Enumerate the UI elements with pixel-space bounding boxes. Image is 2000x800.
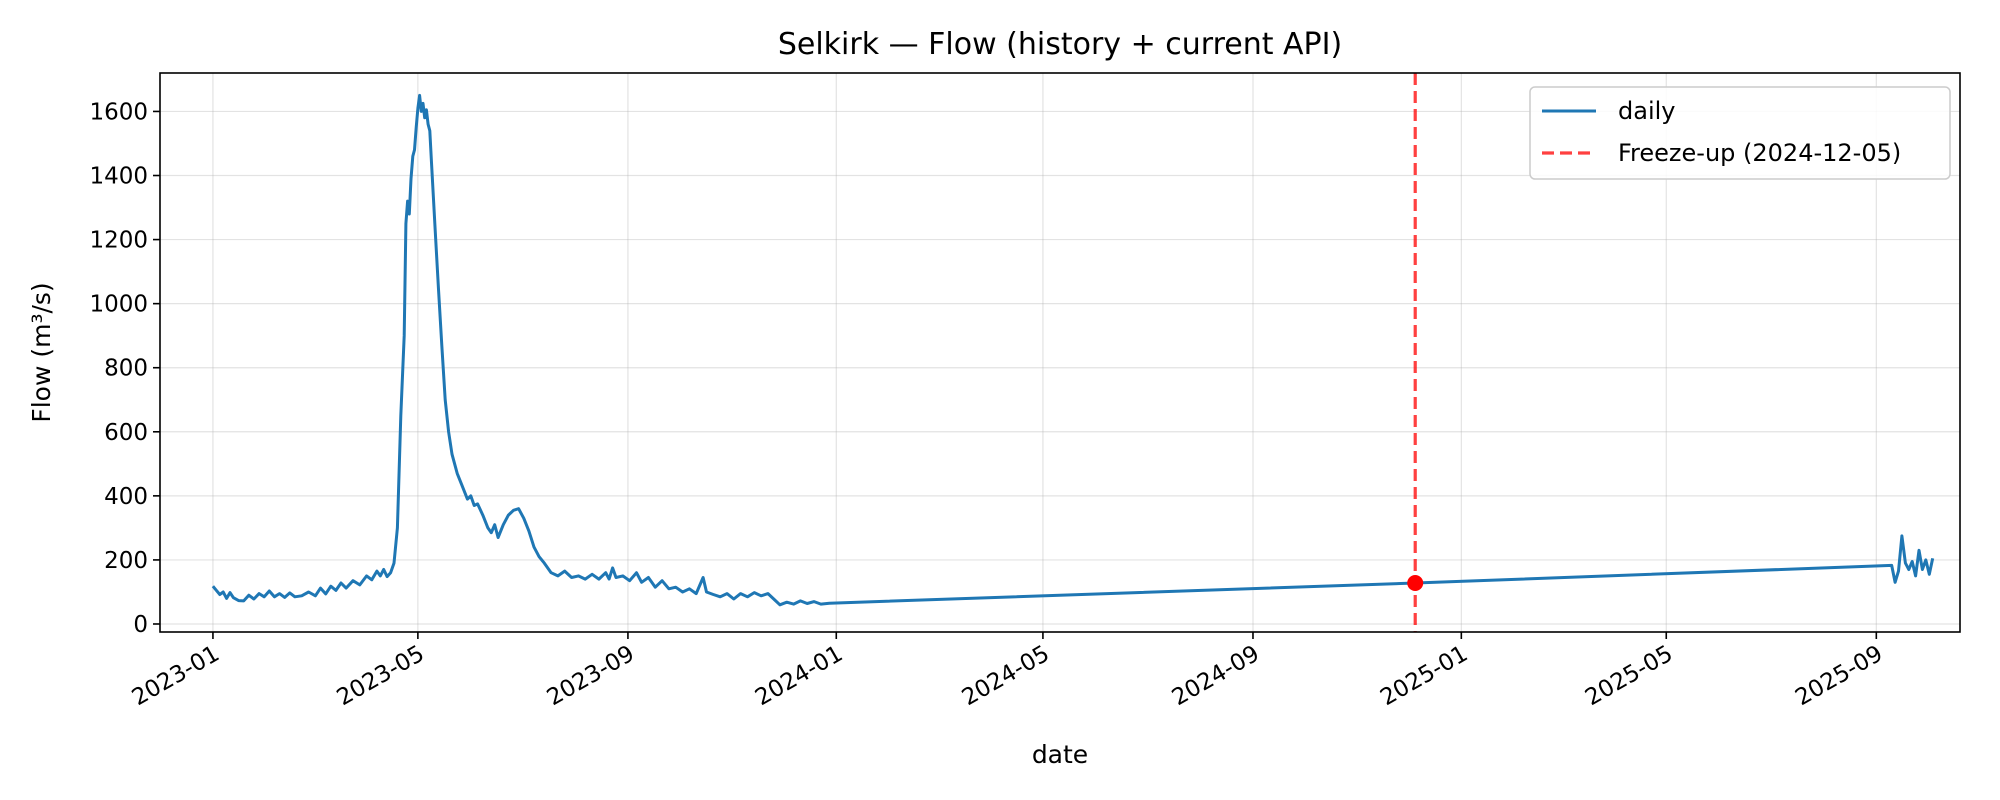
chart-title: Selkirk — Flow (history + current API) [778, 27, 1342, 62]
x-tick-label: 2025-05 [1581, 641, 1677, 712]
x-tick-label: 2024-01 [751, 641, 847, 712]
y-axis-label: Flow (m³/s) [27, 282, 56, 422]
x-axis-label: date [1032, 740, 1088, 769]
grid [160, 73, 1960, 632]
x-tick-label: 2023-01 [128, 641, 224, 712]
y-axis-ticks: 0 200 400 600 800 1000 1200 1400 1600 [89, 99, 160, 638]
y-tick-label: 200 [104, 548, 148, 574]
y-tick-label: 0 [133, 612, 148, 638]
y-tick-label: 400 [104, 484, 148, 510]
y-tick-label: 1600 [89, 99, 148, 125]
legend-box [1529, 86, 1951, 180]
plot-frame [159, 72, 1961, 633]
x-tick-label: 2025-01 [1376, 641, 1472, 712]
legend-label-daily: daily [1618, 97, 1675, 125]
x-tick-label: 2024-05 [958, 641, 1054, 712]
x-tick-label: 2025-09 [1791, 641, 1887, 712]
x-tick-label: 2024-09 [1168, 641, 1264, 712]
plot-area [211, 73, 1935, 632]
x-tick-label: 2023-09 [543, 641, 639, 712]
legend: daily Freeze-up (2024-12-05) [1529, 86, 1951, 180]
legend-label-freeze-up: Freeze-up (2024-12-05) [1618, 139, 1901, 167]
x-tick-label: 2023-05 [333, 641, 429, 712]
freeze-up-marker [1407, 574, 1424, 591]
series-line-daily [211, 93, 1935, 607]
y-tick-label: 1400 [89, 164, 148, 190]
y-tick-label: 1000 [89, 292, 148, 318]
y-tick-label: 600 [104, 420, 148, 446]
x-axis-ticks: 2023-01 2023-05 2023-09 2024-01 2024-05 2024-… [128, 632, 1887, 712]
y-tick-label: 800 [104, 356, 148, 382]
y-tick-label: 1200 [89, 228, 148, 254]
